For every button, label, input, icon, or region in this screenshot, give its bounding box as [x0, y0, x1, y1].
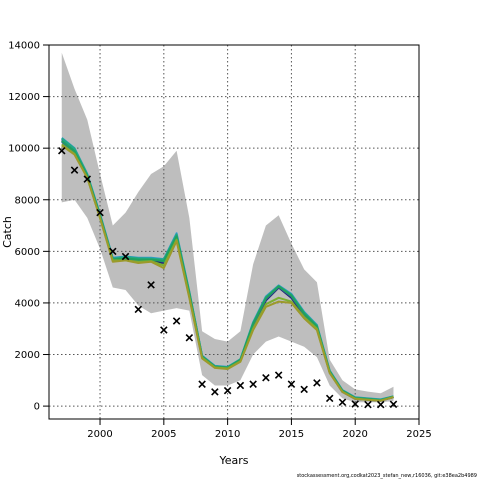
observed-catch-point — [70, 166, 79, 174]
y-tick-label: 4000 — [15, 298, 40, 309]
y-tick-label: 2000 — [15, 350, 40, 361]
cross-stroke — [376, 400, 385, 409]
cross-stroke — [351, 400, 359, 408]
observed-catch-point — [134, 305, 143, 314]
x-tick-label: 2000 — [87, 429, 112, 440]
x-tick-label: 2010 — [215, 429, 240, 440]
observed-catch-point — [313, 379, 321, 387]
observed-catch-point — [172, 317, 181, 325]
observed-catch-point — [364, 400, 372, 409]
y-tick-label: 0 — [34, 402, 40, 413]
observed-catch-point — [83, 175, 92, 183]
cross-stroke — [198, 380, 206, 388]
observed-catch-point — [147, 281, 155, 289]
cross-stroke — [313, 379, 321, 387]
observed-catch-point — [96, 208, 104, 217]
cross-stroke — [109, 247, 117, 256]
observed-catch-point — [160, 326, 168, 334]
observed-catch-point — [262, 373, 270, 382]
series-layer — [61, 137, 394, 402]
y-tick-label: 8000 — [15, 195, 40, 206]
observed-catch-point — [236, 381, 245, 390]
confidence-band — [61, 52, 394, 403]
observed-catch-point — [338, 398, 347, 407]
observed-catch-point — [287, 380, 296, 388]
y-axis-title: Catch — [1, 216, 14, 248]
cross-stroke — [223, 386, 232, 395]
cross-stroke — [325, 394, 334, 403]
observed-catch-point — [300, 385, 308, 394]
x-axis-title: Years — [218, 454, 248, 467]
observed-catch-point — [109, 247, 117, 256]
cross-stroke — [160, 326, 168, 334]
y-tick-label: 14000 — [8, 41, 40, 52]
y-tick-label: 10000 — [8, 144, 40, 155]
observed-catch-point — [121, 252, 130, 261]
cross-stroke — [134, 305, 143, 314]
y-tick-label: 12000 — [8, 92, 40, 103]
x-tick-label: 2005 — [151, 429, 176, 440]
observed-catch-point — [274, 371, 283, 379]
x-tick-label: 2015 — [279, 429, 304, 440]
observed-catch-markers — [57, 146, 398, 409]
cross-stroke — [70, 166, 79, 174]
cross-stroke — [249, 380, 257, 388]
cross-stroke — [147, 281, 155, 289]
observed-catch-point — [376, 400, 385, 409]
observed-catch-point — [211, 388, 219, 396]
cross-stroke — [274, 371, 283, 379]
x-tick-label: 2020 — [342, 429, 367, 440]
observed-catch-point — [325, 394, 334, 403]
observed-catch-point — [198, 380, 206, 388]
cross-stroke — [364, 400, 372, 409]
cross-stroke — [83, 175, 92, 183]
confidence-band-layer — [61, 52, 394, 403]
cross-stroke — [262, 373, 270, 382]
x-tick-label: 2025 — [406, 429, 431, 440]
source-footer: stockassessment.org,codkat2023_stefan_ne… — [297, 473, 477, 479]
cross-stroke — [236, 381, 245, 390]
y-tick-label: 6000 — [15, 247, 40, 258]
cross-stroke — [96, 208, 104, 217]
cross-stroke — [287, 380, 296, 388]
cross-stroke — [185, 333, 194, 342]
observed-catch-point — [223, 386, 232, 395]
axes: 2000 2005 2010 2015 2020 2025 0 2000 4000 6000 800… — [8, 41, 432, 441]
cross-stroke — [172, 317, 181, 325]
cross-stroke — [338, 398, 347, 407]
cross-stroke — [57, 146, 66, 155]
cross-stroke — [121, 252, 130, 261]
observed-catch-point — [185, 333, 194, 342]
observed-catch-point — [389, 400, 398, 409]
cross-stroke — [300, 385, 308, 394]
observed-catch-point — [249, 380, 257, 388]
cross-stroke — [389, 400, 398, 409]
observed-catch-point — [57, 146, 66, 155]
observed-catch-point — [351, 400, 359, 408]
series-line-8 — [61, 144, 394, 402]
cross-stroke — [211, 388, 219, 396]
